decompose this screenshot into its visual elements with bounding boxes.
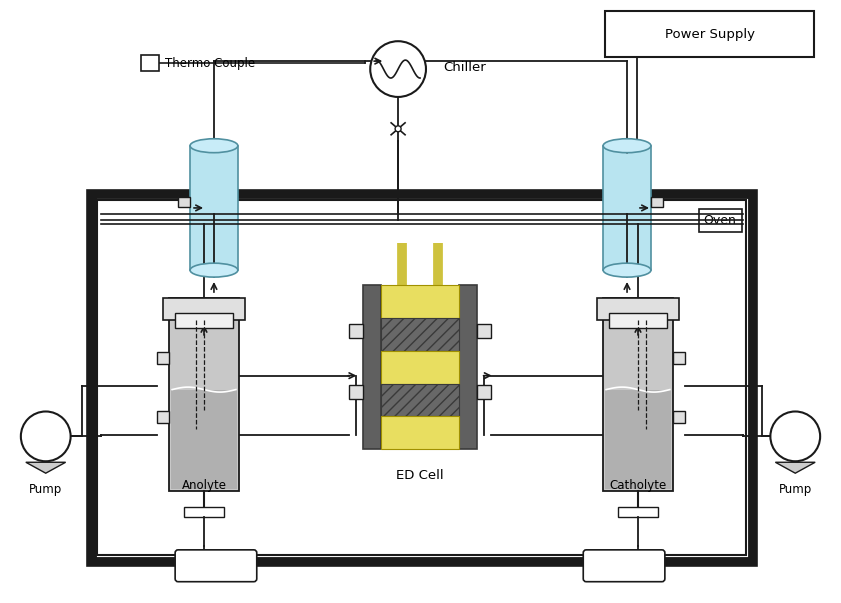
Bar — [603, 146, 651, 270]
Circle shape — [21, 411, 71, 461]
Text: Anolyte: Anolyte — [182, 479, 226, 492]
Bar — [157, 411, 169, 423]
Polygon shape — [26, 463, 66, 473]
FancyBboxPatch shape — [175, 550, 257, 582]
Text: Thermo Couple: Thermo Couple — [165, 57, 256, 69]
Bar — [363, 285, 381, 449]
Bar — [381, 417, 459, 449]
Bar — [603, 298, 673, 491]
Ellipse shape — [603, 263, 651, 277]
Bar — [651, 197, 663, 207]
Text: ED Cell: ED Cell — [396, 469, 444, 482]
Circle shape — [395, 126, 401, 132]
Bar — [89, 192, 754, 563]
Ellipse shape — [190, 139, 238, 153]
Bar — [381, 285, 459, 318]
Bar — [673, 352, 685, 364]
Bar — [381, 318, 459, 351]
Bar — [190, 146, 238, 270]
Bar — [459, 285, 477, 449]
Circle shape — [770, 411, 820, 461]
Text: Stirrer: Stirrer — [198, 559, 235, 572]
FancyBboxPatch shape — [584, 550, 665, 582]
Bar — [597, 298, 679, 320]
Bar — [381, 351, 459, 384]
Bar — [169, 298, 239, 491]
Text: Pump: Pump — [779, 483, 812, 496]
Bar — [93, 197, 750, 559]
Text: Chiller: Chiller — [443, 60, 485, 74]
Bar — [178, 197, 190, 207]
Bar — [163, 298, 245, 320]
Bar — [157, 352, 169, 364]
Text: Stirrer: Stirrer — [606, 559, 643, 572]
Ellipse shape — [190, 263, 238, 277]
Polygon shape — [775, 463, 815, 473]
Bar — [381, 384, 459, 417]
Bar — [609, 313, 667, 328]
Bar — [349, 324, 363, 338]
Bar — [175, 313, 233, 328]
Text: Catholyte: Catholyte — [610, 479, 667, 492]
Bar — [477, 385, 490, 399]
Bar — [606, 11, 814, 57]
Bar — [141, 55, 159, 71]
Bar — [98, 200, 747, 555]
Bar — [172, 390, 237, 489]
Text: Oven: Oven — [704, 214, 737, 227]
Bar — [349, 385, 363, 399]
Bar — [606, 390, 671, 489]
Bar — [673, 411, 685, 423]
Text: Power Supply: Power Supply — [664, 28, 754, 41]
Ellipse shape — [603, 139, 651, 153]
Bar — [618, 507, 658, 517]
Circle shape — [370, 41, 426, 97]
Bar — [477, 324, 490, 338]
Bar — [184, 507, 224, 517]
Text: Pump: Pump — [29, 483, 62, 496]
